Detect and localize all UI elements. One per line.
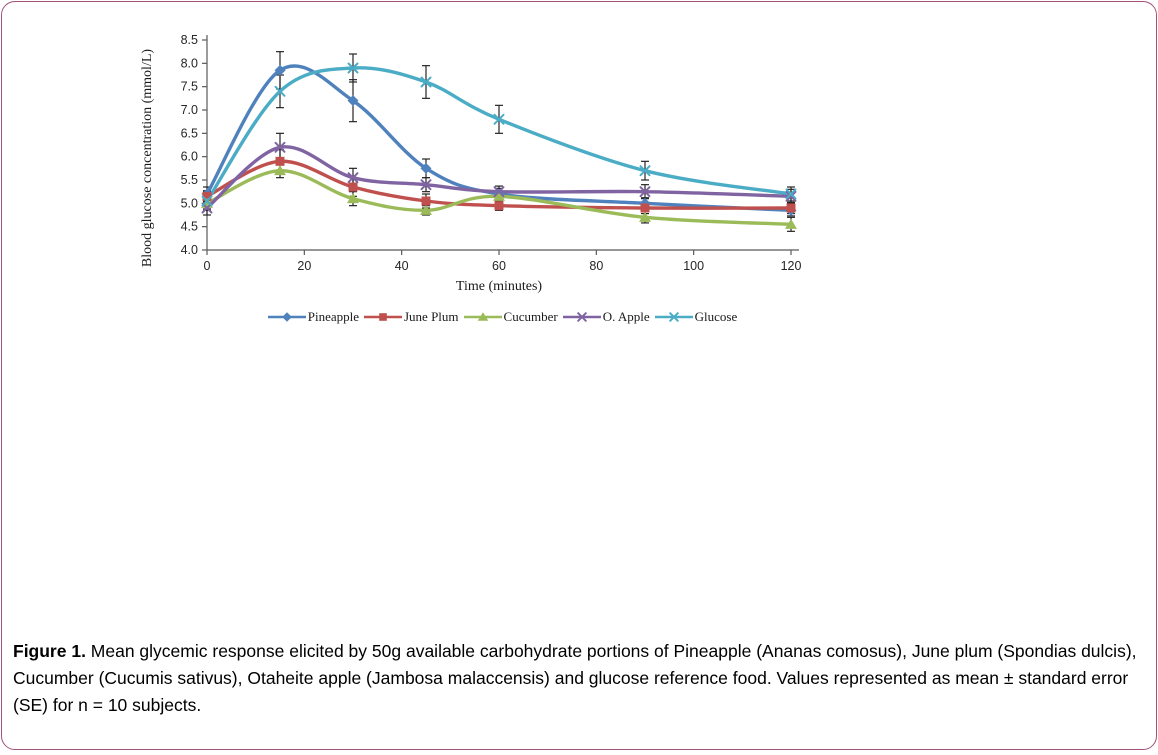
o-apple-marker-icon bbox=[562, 312, 601, 322]
chart-text: 6.0 bbox=[181, 150, 198, 164]
legend-label: O. Apple bbox=[602, 309, 650, 324]
y-axis-title: Blood glucose concentration (mmol/L) bbox=[140, 49, 155, 267]
series-markers-glucose bbox=[201, 62, 797, 207]
series-markers-june-plum bbox=[202, 156, 796, 213]
series-line-glucose bbox=[205, 66, 793, 203]
legend-label: June Plum bbox=[404, 309, 459, 324]
chart-text: 40 bbox=[395, 259, 409, 273]
chart-text: 0 bbox=[204, 259, 211, 273]
figure-caption: Figure 1. Mean glycemic response elicite… bbox=[13, 638, 1143, 719]
glycemic-response-chart: 4.0 4.5 5.0 5.5 6.0 6.5 7.0 7.5 8.0 8.5 0 20 40 60 80 1… bbox=[140, 33, 802, 294]
legend-label: Cucumber bbox=[503, 309, 558, 324]
legend-label: Glucose bbox=[694, 309, 738, 324]
chart-legend: Pineapple June Plum Cucumber O. Apple Glucos… bbox=[180, 309, 825, 325]
pineapple-marker-icon bbox=[267, 312, 306, 322]
legend-item-o-apple: O. Apple bbox=[562, 309, 650, 325]
figure-caption-label: Figure 1. bbox=[13, 641, 86, 661]
chart-text: 8.0 bbox=[181, 56, 198, 70]
cucumber-marker-icon bbox=[463, 312, 502, 321]
series-markers-cucumber bbox=[201, 165, 797, 229]
legend-item-glucose: Glucose bbox=[654, 309, 738, 325]
chart-text: 100 bbox=[683, 259, 704, 273]
legend-item-pineapple: Pineapple bbox=[267, 309, 359, 325]
legend-label: Pineapple bbox=[307, 309, 359, 324]
chart-text: 5.5 bbox=[181, 173, 198, 187]
june-plum-marker-icon bbox=[364, 313, 402, 321]
chart-text: 8.5 bbox=[181, 33, 198, 47]
glucose-marker-icon bbox=[654, 312, 693, 322]
x-axis-title: Time (minutes) bbox=[456, 279, 543, 294]
chart-text: 80 bbox=[589, 259, 603, 273]
chart-text: 60 bbox=[492, 259, 506, 273]
chart-text: 6.5 bbox=[181, 126, 198, 140]
figure-caption-text: Mean glycemic response elicited by 50g a… bbox=[13, 641, 1137, 716]
chart-text: 120 bbox=[781, 259, 802, 273]
chart-text: 4.5 bbox=[181, 220, 198, 234]
legend-item-cucumber: Cucumber bbox=[463, 309, 558, 325]
chart-text: 7.0 bbox=[181, 103, 198, 117]
chart-text: 5.0 bbox=[181, 196, 198, 210]
chart-text: 20 bbox=[297, 259, 311, 273]
series-markers-pineapple bbox=[201, 64, 797, 216]
tick-labels: 4.0 4.5 5.0 5.5 6.0 6.5 7.0 7.5 8.0 8.5 0 20 40 60 80 1… bbox=[181, 33, 802, 273]
legend-item-june-plum: June Plum bbox=[364, 309, 459, 325]
chart-text: 7.5 bbox=[181, 80, 198, 94]
chart-text: 4.0 bbox=[181, 243, 198, 257]
series-markers-o-apple bbox=[201, 141, 797, 214]
